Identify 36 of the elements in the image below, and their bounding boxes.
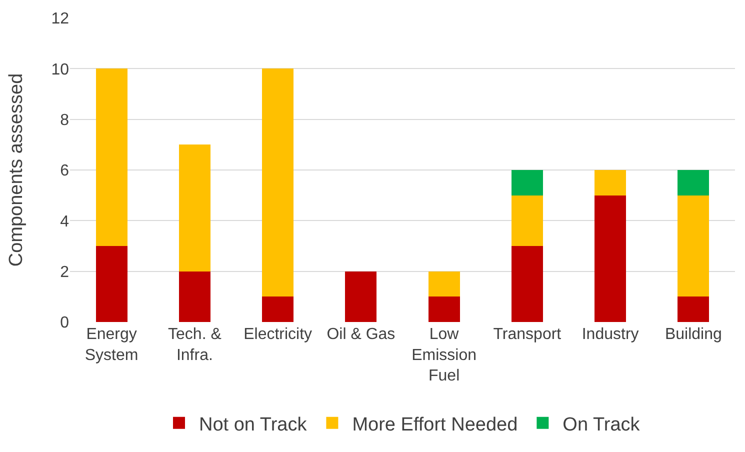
y-tick-label: 10 (51, 61, 70, 78)
bar (678, 195, 710, 297)
bar (345, 271, 377, 322)
y-tick-label: 6 (60, 162, 70, 180)
bar (511, 246, 543, 322)
bar (511, 170, 543, 196)
bar (678, 170, 710, 196)
y-tick-label: 0 (60, 314, 70, 332)
y-tick-label: 4 (60, 213, 70, 230)
legend-label: More Effort Needed (352, 414, 518, 436)
legend-label: On Track (562, 414, 640, 436)
y-axis-title: Components assessed (6, 73, 27, 267)
y-tick-label: 2 (60, 264, 70, 281)
bar (262, 296, 294, 322)
x-tick-label: Building (664, 326, 722, 343)
bar (594, 170, 626, 196)
x-tick-label: Electricity (244, 326, 312, 343)
bar (262, 68, 294, 297)
x-tick-label: Industry (582, 326, 639, 343)
bar (96, 246, 128, 322)
x-tick-label: Oil & Gas (326, 326, 396, 343)
y-tick-label: 8 (60, 112, 70, 129)
bar (96, 68, 128, 246)
bar (178, 144, 210, 272)
bar (428, 271, 460, 297)
bar (428, 296, 460, 322)
bar (511, 195, 543, 246)
x-tick-label: Transport (493, 326, 562, 343)
x-tick-label: Tech. & Infra. (168, 326, 222, 364)
legend-label: Not on Track (199, 414, 308, 436)
bar (678, 296, 710, 322)
x-tick-label: Low Emission Fuel (412, 326, 477, 385)
bar (594, 195, 626, 322)
y-tick-label: 12 (51, 10, 70, 28)
x-tick-label: Energy System (84, 326, 138, 364)
bar (178, 271, 210, 322)
